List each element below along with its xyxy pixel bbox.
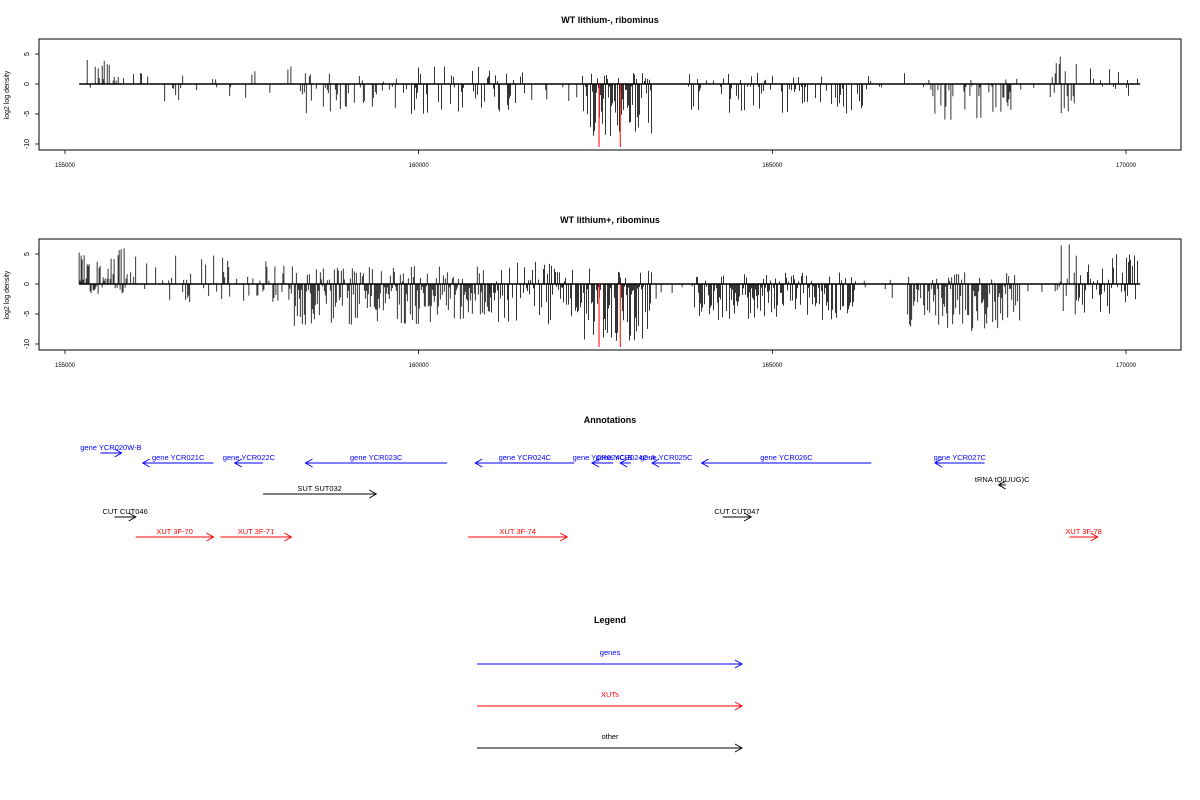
feature-arrowhead — [559, 532, 569, 542]
annotations-title: Annotations — [584, 415, 637, 425]
legend-item-gene: genes — [477, 648, 744, 669]
plot-frame — [38, 238, 1182, 351]
feature-arrowhead — [700, 458, 709, 468]
panel-title: WT lithium+, ribominus — [560, 215, 660, 225]
feature-label: gene YCR025C — [640, 453, 693, 462]
legend-title: Legend — [594, 615, 626, 625]
feature-label: XUT 3F-71 — [238, 527, 275, 536]
feature-label: XUT 3F-78 — [1065, 527, 1102, 536]
feature-arrowhead — [304, 458, 313, 468]
y-tick-label: 0 — [24, 282, 31, 286]
y-tick-label: 5 — [24, 252, 31, 256]
x-tick-label: 170000 — [1116, 363, 1137, 369]
y-tick-label: -10 — [24, 139, 31, 149]
feature-arrowhead — [590, 458, 600, 468]
feature-gene-ycr026c: gene YCR026C — [700, 453, 872, 468]
feature-label: SUT SUT032 — [297, 484, 341, 493]
feature-gene-ycr021c: gene YCR021C — [141, 453, 214, 468]
feature-trna-tq-uug-c: tRNA tQ(UUG)C — [975, 475, 1030, 490]
legend-items: genes XUTs other — [477, 648, 744, 753]
feature-gene-ycr022c: gene YCR022C — [223, 453, 276, 468]
feature-label: gene YCR020W-B — [80, 443, 141, 452]
feature-label: CUT CUT047 — [714, 507, 759, 516]
legend-item-xut: XUTs — [477, 690, 744, 711]
coverage-bars — [79, 56, 1141, 147]
feature-xut-3f-70: XUT 3F-70 — [135, 527, 215, 542]
feature-arrowhead — [128, 512, 137, 522]
x-tick-label: 165000 — [762, 363, 783, 369]
axes: 5 0 -5 -10 155000 160000 165000 170000 — [24, 252, 1137, 369]
legend: Legend genes XUTs other — [477, 615, 744, 753]
feature-xut-3f-78: XUT 3F-78 — [1065, 527, 1102, 542]
legend-label: other — [601, 732, 619, 741]
feature-cut-cut047: CUT CUT047 — [714, 507, 760, 522]
y-tick-label: -5 — [24, 311, 31, 317]
legend-arrowhead — [734, 659, 744, 669]
feature-arrowhead — [368, 489, 378, 499]
legend-label: XUTs — [601, 690, 619, 699]
x-tick-label: 155000 — [55, 163, 76, 169]
x-tick-label: 170000 — [1116, 163, 1137, 169]
plot-frame — [38, 38, 1182, 151]
feature-gene-ycr023c: gene YCR023C — [304, 453, 447, 468]
feature-arrowhead — [743, 512, 753, 522]
feature-label: gene YCR024C-A — [596, 453, 656, 462]
legend-label: genes — [600, 648, 621, 657]
feature-arrowhead — [934, 458, 943, 468]
feature-label: gene YCR027C — [934, 453, 987, 462]
legend-arrowhead — [734, 743, 744, 753]
legend-item-other: other — [477, 732, 744, 753]
x-tick-label: 160000 — [409, 163, 430, 169]
feature-cut-cut046: CUT CUT046 — [102, 507, 148, 522]
feature-sut-sut032: SUT SUT032 — [263, 484, 378, 499]
feature-label: tRNA tQ(UUG)C — [975, 475, 1030, 484]
feature-arrowhead — [619, 458, 628, 468]
y-tick-label: -5 — [24, 111, 31, 117]
feature-gene-ycr025c: gene YCR025C — [640, 453, 693, 468]
feature-label: XUT 3F-70 — [156, 527, 193, 536]
feature-label: CUT CUT046 — [102, 507, 147, 516]
feature-label: gene YCR024C-B — [573, 453, 633, 462]
y-axis-label: log2 log density — [4, 270, 11, 319]
feature-arrowhead — [474, 458, 483, 468]
feature-list: gene YCR020W-B gene YCR021C gene YCR022C ge… — [80, 443, 1102, 542]
feature-arrowhead — [206, 532, 215, 542]
x-tick-label: 160000 — [409, 363, 430, 369]
coverage-panel-lithium-minus: WT lithium-, ribominus log2 log density … — [4, 15, 1182, 169]
feature-xut-3f-74: XUT 3F-74 — [468, 527, 569, 542]
feature-xut-3f-71: XUT 3F-71 — [220, 527, 293, 542]
feature-arrowhead — [114, 448, 123, 458]
feature-arrowhead — [284, 532, 293, 542]
x-tick-label: 165000 — [762, 163, 783, 169]
feature-gene-ycr027c: gene YCR027C — [934, 453, 987, 468]
feature-label: gene YCR024C — [499, 453, 552, 462]
coverage-panel-lithium-plus: WT lithium+, ribominus log2 log density … — [4, 215, 1182, 369]
legend-arrowhead — [734, 701, 744, 711]
feature-gene-ycr024c: gene YCR024C — [474, 453, 575, 468]
y-axis-label: log2 log density — [4, 70, 11, 119]
feature-label: gene YCR026C — [760, 453, 813, 462]
feature-label: gene YCR022C — [223, 453, 276, 462]
feature-arrowhead — [651, 458, 660, 468]
feature-label: XUT 3F-74 — [499, 527, 536, 536]
x-tick-label: 155000 — [55, 363, 76, 369]
feature-gene-ycr020w-b: gene YCR020W-B — [80, 443, 142, 458]
panel-title: WT lithium-, ribominus — [561, 15, 659, 25]
axes: 5 0 -5 -10 155000 160000 165000 170000 — [24, 52, 1137, 169]
y-tick-label: 5 — [24, 52, 31, 56]
feature-label: gene YCR023C — [350, 453, 403, 462]
feature-arrowhead — [997, 480, 1006, 490]
coverage-bars — [78, 244, 1141, 347]
feature-arrowhead — [1090, 532, 1099, 542]
y-tick-label: -10 — [24, 339, 31, 349]
feature-gene-ycr024c-b: gene YCR024C-B — [573, 453, 633, 468]
feature-arrowhead — [141, 458, 151, 468]
feature-arrowhead — [233, 458, 243, 468]
y-tick-label: 0 — [24, 82, 31, 86]
feature-label: gene YCR021C — [152, 453, 205, 462]
feature-gene-ycr024c-a: gene YCR024C-A — [596, 453, 656, 468]
